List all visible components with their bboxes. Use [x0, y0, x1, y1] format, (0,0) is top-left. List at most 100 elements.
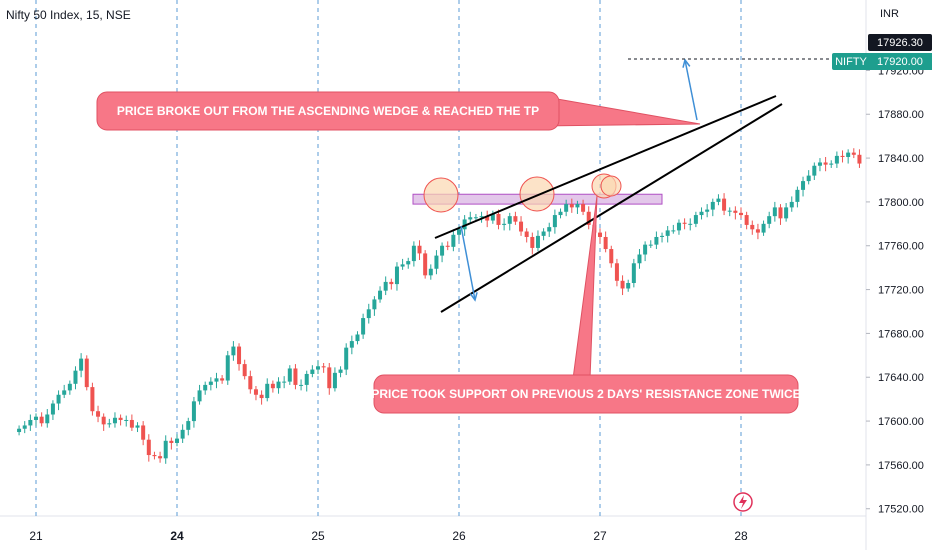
candle-body	[186, 421, 191, 430]
candle-body	[361, 318, 366, 335]
candle-body	[496, 213, 501, 225]
candle-body	[34, 416, 38, 420]
candle-body	[163, 440, 168, 459]
candle-body	[39, 416, 44, 424]
candle-body	[197, 390, 202, 402]
candle-body	[598, 232, 602, 237]
symbol-badge	[832, 53, 870, 70]
candle-body	[45, 414, 50, 424]
candle-body	[631, 263, 636, 283]
x-tick-label: 28	[734, 529, 748, 543]
candle-body	[169, 440, 174, 443]
candle-body	[609, 249, 614, 264]
candle-body	[270, 383, 275, 389]
current-price-value: 17926.30	[877, 37, 923, 49]
candle-body	[400, 264, 405, 267]
target-arrow-up-head	[682, 58, 691, 68]
candle-body	[772, 207, 777, 217]
candle-body	[806, 175, 811, 182]
candle-body	[231, 346, 236, 356]
candle-body	[287, 368, 292, 382]
candle-body	[513, 216, 518, 222]
candle-body	[96, 411, 101, 417]
candle-body	[603, 236, 608, 250]
candle-body	[778, 207, 783, 219]
candle-body	[789, 201, 794, 208]
candle-body	[457, 229, 461, 235]
candle-body	[378, 290, 383, 300]
candle-body	[355, 334, 360, 342]
candle-body	[676, 222, 681, 231]
candle-body	[372, 299, 377, 310]
x-tick-label: 27	[593, 529, 607, 543]
candle-body	[620, 280, 625, 289]
candle-body	[56, 394, 61, 404]
candle-body	[739, 212, 743, 216]
y-tick-label: 17720.00	[878, 285, 924, 297]
candle-body	[394, 266, 399, 285]
candle-body	[440, 245, 445, 256]
candle-body	[191, 401, 196, 422]
candle-body	[225, 355, 230, 381]
candle-body	[535, 235, 540, 248]
candle-body	[242, 364, 247, 377]
symbol-price-value: 17920.00	[877, 56, 923, 68]
candle-body	[750, 224, 755, 230]
candle-body	[141, 425, 146, 440]
candle-body	[485, 216, 490, 221]
candle-body	[203, 384, 208, 391]
price-axis-bg	[866, 0, 932, 550]
candle-body	[693, 215, 698, 224]
breakout-callout-pointer	[539, 95, 701, 127]
candle-body	[507, 216, 512, 224]
wedge-upper-trendline	[434, 95, 777, 239]
candle-body	[383, 281, 388, 291]
candle-body	[744, 215, 749, 225]
candle-body	[17, 428, 22, 433]
candle-body	[727, 210, 732, 212]
target-arrow-down-head	[469, 292, 478, 302]
candle-body	[293, 368, 298, 385]
symbol-badge-label: NIFTY	[835, 56, 867, 68]
candle-body	[79, 358, 84, 371]
candle-body	[175, 438, 179, 443]
y-tick-label: 17520.00	[878, 504, 924, 516]
candle-body	[479, 216, 484, 218]
candle-body	[660, 235, 665, 237]
target-arrow-up	[684, 59, 698, 121]
candle-body	[124, 419, 129, 421]
x-tick-label: 25	[311, 529, 325, 543]
candle-body	[502, 223, 507, 225]
candle-body	[428, 268, 433, 276]
candle-body	[332, 372, 337, 389]
candle-body	[282, 381, 287, 383]
candle-body	[112, 417, 117, 424]
candle-body	[434, 255, 439, 269]
candle-body	[575, 204, 580, 208]
candle-body	[265, 383, 270, 399]
candle-body	[840, 155, 845, 157]
touch-circle	[600, 175, 622, 197]
touch-circle	[423, 177, 459, 213]
candle-body	[755, 229, 760, 233]
candle-body	[473, 217, 478, 219]
candle-body	[468, 217, 473, 220]
candle-body	[795, 189, 800, 202]
candle-body	[349, 341, 354, 348]
candle-body	[208, 381, 213, 385]
candle-body	[541, 231, 546, 236]
candle-body	[637, 254, 642, 264]
candle-body	[688, 223, 693, 225]
candle-body	[62, 390, 67, 395]
candle-body	[253, 389, 258, 395]
x-tick-label: 21	[29, 529, 43, 543]
candle-body	[445, 245, 450, 247]
candle-body	[366, 309, 371, 319]
candle-body	[784, 207, 789, 219]
candle-body	[552, 215, 557, 228]
candle-body	[519, 221, 524, 232]
y-tick-label: 17560.00	[878, 460, 924, 472]
wedge-lower-trendline	[440, 103, 783, 313]
candle-body	[299, 384, 304, 386]
